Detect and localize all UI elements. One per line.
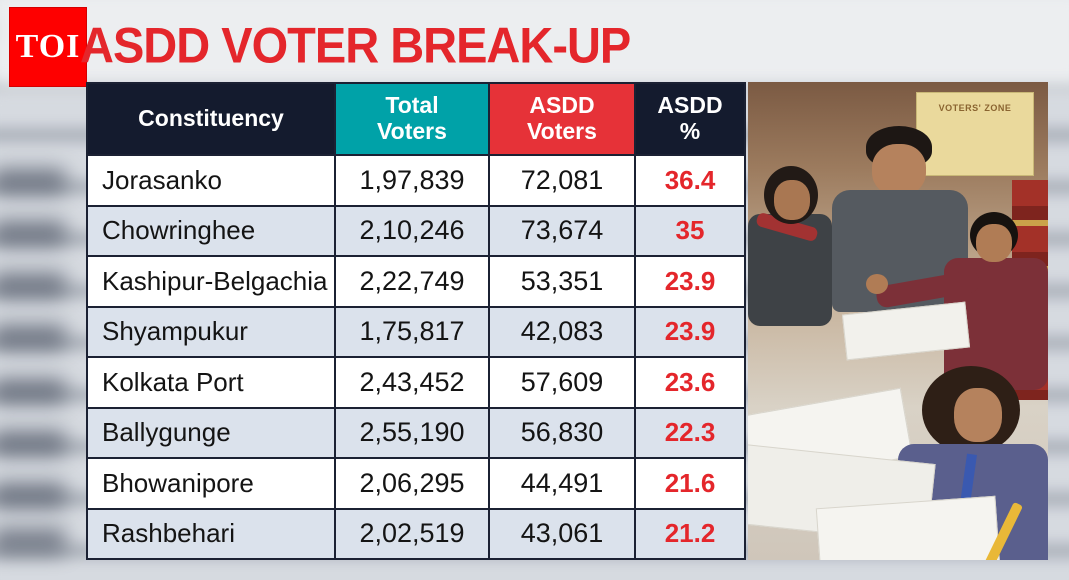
cell-asdd-pct: 35 [675, 215, 705, 246]
table-row: Jorasanko 1,97,839 72,081 36.4 [88, 154, 744, 205]
cell-asdd-pct: 21.6 [664, 467, 716, 498]
background-blur-blob [0, 220, 66, 246]
news-photo: VOTERS' ZONE [748, 82, 1048, 560]
table-row: Shyampukur 1,75,817 42,083 23.9 [88, 305, 744, 356]
col-header-constituency: Constituency [88, 84, 336, 154]
table-header-row: Constituency Total Voters ASDD Voters AS… [88, 84, 744, 154]
cell-asdd-voters: 43,061 [490, 509, 636, 558]
cell-asdd-pct: 36.4 [664, 164, 716, 195]
col-header-asdd-pct: ASDD % [636, 84, 744, 154]
woman-left-face [774, 180, 810, 220]
cell-asdd-voters: 44,491 [490, 459, 636, 508]
toi-logo-text: TOI [15, 28, 81, 65]
cell-asdd-voters: 53,351 [490, 257, 636, 306]
paper-sheet [815, 495, 1001, 560]
page-title: ASDD VOTER BREAK-UP [80, 17, 631, 74]
cell-constituency: Jorasanko [88, 156, 336, 205]
cell-total-voters: 2,43,452 [336, 358, 490, 407]
voter-breakup-table: Constituency Total Voters ASDD Voters AS… [86, 82, 746, 560]
cell-total-voters: 2,22,749 [336, 257, 490, 306]
cell-asdd-voters: 73,674 [490, 206, 636, 255]
cell-asdd-pct: 23.9 [664, 265, 716, 296]
table-row: Kolkata Port 2,43,452 57,609 23.6 [88, 356, 744, 407]
cell-total-voters: 1,75,817 [336, 307, 490, 356]
cell-constituency: Kolkata Port [88, 358, 336, 407]
cell-constituency: Bhowanipore [88, 459, 336, 508]
background-blur-blob [0, 272, 66, 298]
table-row: Kashipur-Belgachia 2,22,749 53,351 23.9 [88, 255, 744, 306]
cell-total-voters: 1,97,839 [336, 156, 490, 205]
background-blur-blob [0, 324, 66, 350]
cell-asdd-pct: 23.6 [664, 366, 716, 397]
cell-constituency: Ballygunge [88, 408, 336, 457]
cell-constituency: Rashbehari [88, 509, 336, 558]
table-row: Ballygunge 2,55,190 56,830 22.3 [88, 406, 744, 457]
col-header-asdd-voters: ASDD Voters [490, 84, 636, 154]
cell-total-voters: 2,55,190 [336, 408, 490, 457]
cell-asdd-voters: 56,830 [490, 408, 636, 457]
cell-constituency: Kashipur-Belgachia [88, 257, 336, 306]
toi-logo: TOI [10, 8, 86, 86]
voters-zone-sign: VOTERS' ZONE [916, 92, 1034, 176]
woman-right-face [976, 224, 1012, 262]
cell-asdd-voters: 42,083 [490, 307, 636, 356]
cell-asdd-voters: 72,081 [490, 156, 636, 205]
table-row: Rashbehari 2,02,519 43,061 21.2 [88, 507, 744, 558]
background-blur-blob [0, 528, 66, 554]
col-header-total-voters: Total Voters [336, 84, 490, 154]
cell-asdd-pct: 21.2 [664, 518, 716, 549]
cell-asdd-pct: 23.9 [664, 316, 716, 347]
background-blur-blob [0, 482, 66, 508]
cell-constituency: Shyampukur [88, 307, 336, 356]
background-blur-blob [0, 378, 66, 404]
table-row: Chowringhee 2,10,246 73,674 35 [88, 204, 744, 255]
background-blur-topband [0, 0, 1069, 88]
cell-asdd-pct: 22.3 [664, 417, 716, 448]
cell-total-voters: 2,02,519 [336, 509, 490, 558]
woman-right-hand [866, 274, 888, 294]
background-blur-blob [0, 168, 66, 194]
table-row: Bhowanipore 2,06,295 44,491 21.6 [88, 457, 744, 508]
background-blur-blob [0, 430, 66, 456]
cell-constituency: Chowringhee [88, 206, 336, 255]
cell-total-voters: 2,10,246 [336, 206, 490, 255]
cell-total-voters: 2,06,295 [336, 459, 490, 508]
cell-asdd-voters: 57,609 [490, 358, 636, 407]
woman-bottom-face [954, 388, 1002, 442]
man-face [872, 144, 926, 196]
